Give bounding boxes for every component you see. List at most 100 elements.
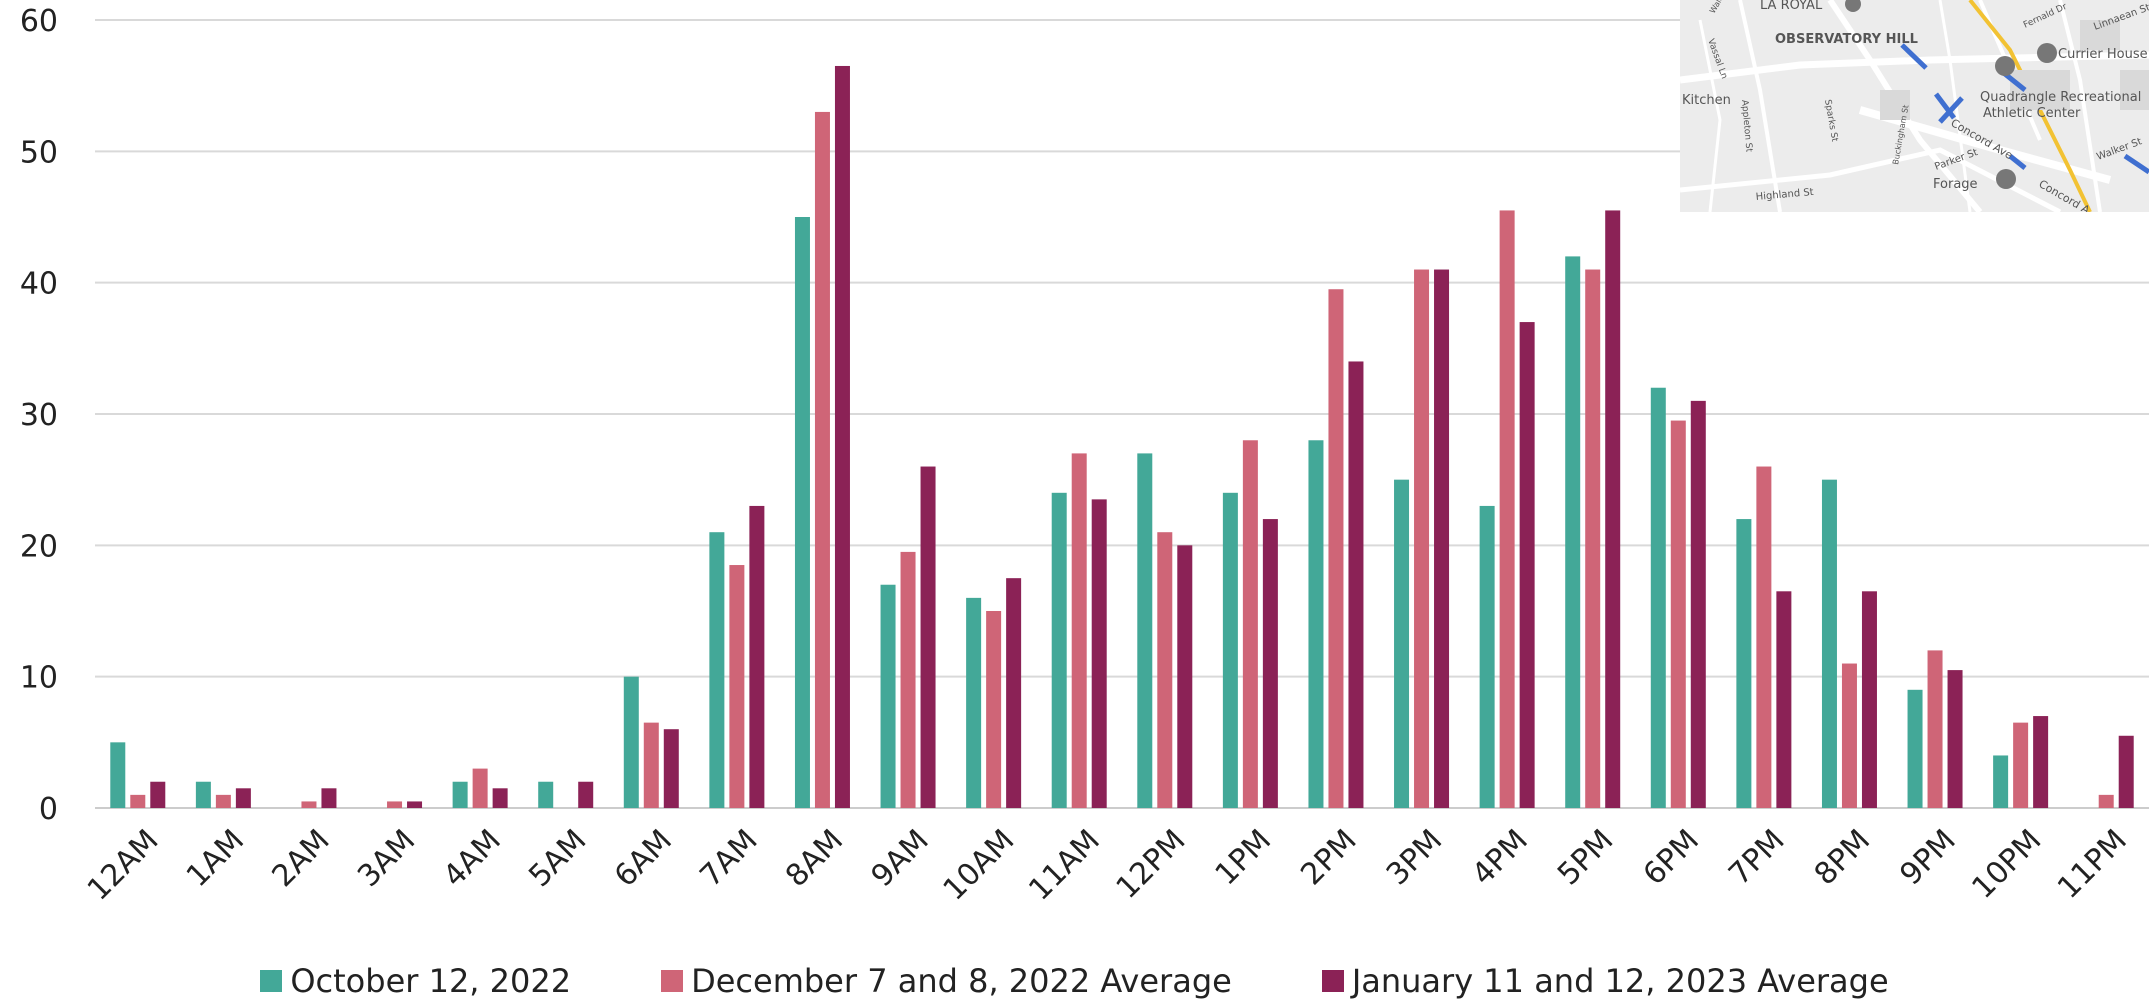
legend-item-december: December 7 and 8, 2022 Average (661, 962, 1232, 1000)
x-tick-label: 5AM (522, 823, 593, 894)
bar (150, 781, 166, 808)
bar (794, 217, 810, 808)
x-tick-label: 5PM (1551, 823, 1620, 892)
bar (834, 65, 850, 808)
y-axis-ticks: 0 10 20 30 40 50 60 (20, 4, 58, 827)
map-label: LA ROYAL (1760, 0, 1823, 13)
bar (235, 788, 251, 808)
bar (1051, 492, 1067, 808)
bar (900, 551, 916, 808)
x-tick-label: 4PM (1465, 823, 1534, 892)
x-tick-label: 8PM (1808, 823, 1877, 892)
y-tick-label: 40 (20, 267, 58, 302)
x-tick-label: 8AM (779, 823, 850, 894)
bar (1262, 519, 1278, 808)
bar (110, 742, 126, 808)
y-tick-label: 10 (20, 661, 58, 696)
bar (1434, 269, 1450, 808)
bar (1177, 545, 1193, 808)
legend-item-january: January 11 and 12, 2023 Average (1321, 962, 1889, 1000)
map-label: Currier House (2058, 47, 2148, 62)
bar (215, 794, 231, 808)
bar (1137, 453, 1153, 808)
bar (1499, 210, 1515, 808)
y-tick-label: 30 (20, 398, 58, 433)
map-label: Quadrangle Recreational (1980, 90, 2141, 105)
legend-label: December 7 and 8, 2022 Average (691, 962, 1232, 1000)
bar (1091, 499, 1107, 808)
bar (1756, 466, 1772, 808)
bar (920, 466, 936, 808)
bar (1242, 440, 1258, 808)
map-inset: LA ROYAL OBSERVATORY HILL Currier House … (1680, 0, 2149, 212)
x-tick-label: 2AM (266, 823, 337, 894)
bar (1927, 650, 1943, 808)
x-tick-label: 12AM (81, 823, 166, 908)
bar (1947, 670, 1963, 808)
map-label: Highland St (1755, 187, 1814, 203)
map-label: Kitchen (1682, 93, 1731, 108)
bar (663, 729, 679, 808)
bar (2098, 794, 2114, 808)
bar (407, 801, 423, 808)
bar (623, 676, 639, 808)
bar (2118, 735, 2134, 808)
bar (578, 781, 594, 808)
bar (1993, 755, 2009, 808)
bar (1519, 322, 1535, 808)
bar (387, 801, 403, 808)
bar (2033, 716, 2049, 808)
bar (1690, 400, 1706, 808)
legend-label: January 11 and 12, 2023 Average (1351, 962, 1889, 1000)
legend-swatch (260, 970, 283, 992)
bar (1348, 361, 1364, 808)
bar (1222, 492, 1238, 808)
bar (709, 532, 725, 808)
bar (1861, 591, 1877, 808)
bar (643, 722, 659, 808)
x-tick-label: 3PM (1380, 823, 1449, 892)
bar (1071, 453, 1087, 808)
map-label: Athletic Center (1983, 106, 2081, 121)
x-tick-label: 2PM (1294, 823, 1363, 892)
y-tick-label: 20 (20, 529, 58, 564)
bar (880, 584, 896, 808)
y-tick-label: 60 (20, 4, 58, 39)
bar (749, 505, 765, 808)
bar (1650, 387, 1666, 808)
bars (110, 65, 2134, 808)
grid-lines (95, 19, 2149, 809)
legend-swatch (1321, 970, 1344, 992)
bar (321, 788, 337, 808)
bar (538, 781, 554, 808)
bar (1670, 420, 1686, 808)
bar (1736, 519, 1752, 808)
legend-label: October 12, 2022 (290, 962, 572, 1000)
bar (195, 781, 211, 808)
map-label: Forage (1933, 177, 1978, 192)
bar (1907, 689, 1923, 808)
bar (472, 768, 488, 808)
x-tick-label: 10PM (1965, 823, 2048, 906)
bar (986, 611, 1002, 808)
bar (1414, 269, 1430, 808)
bar (1308, 440, 1324, 808)
bar (301, 801, 317, 808)
map-label: Appleton St (1739, 99, 1754, 153)
bar (452, 781, 468, 808)
x-tick-label: 4AM (437, 823, 508, 894)
y-tick-label: 0 (39, 792, 58, 827)
bar (1394, 479, 1410, 808)
bar (492, 788, 508, 808)
bar (1841, 663, 1857, 808)
x-tick-label: 12PM (1110, 823, 1193, 906)
bar (1821, 479, 1837, 808)
x-tick-label: 7PM (1722, 823, 1791, 892)
bar (814, 111, 830, 808)
bar (1776, 591, 1792, 808)
bar (1585, 269, 1601, 808)
bar (2013, 722, 2029, 808)
bar (1565, 256, 1581, 808)
legend-swatch (661, 970, 684, 992)
